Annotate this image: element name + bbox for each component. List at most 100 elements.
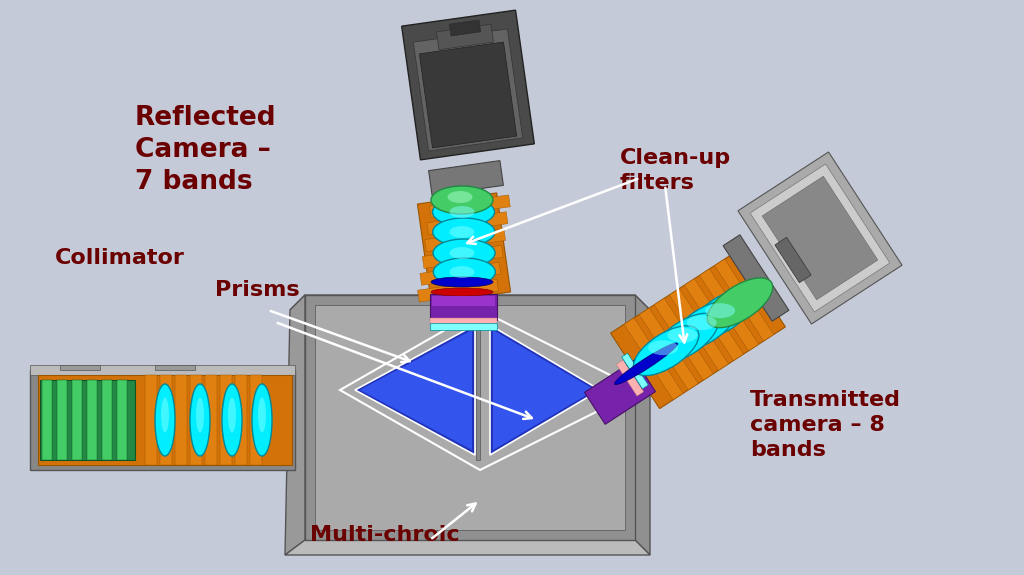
Polygon shape xyxy=(430,318,497,325)
Polygon shape xyxy=(60,365,100,370)
Polygon shape xyxy=(401,10,535,160)
Ellipse shape xyxy=(648,340,678,355)
Polygon shape xyxy=(72,380,82,460)
Polygon shape xyxy=(429,160,504,196)
Polygon shape xyxy=(87,380,97,460)
Polygon shape xyxy=(775,237,811,283)
Ellipse shape xyxy=(687,315,717,330)
Ellipse shape xyxy=(433,218,495,246)
Ellipse shape xyxy=(450,206,474,218)
Ellipse shape xyxy=(433,258,496,286)
Polygon shape xyxy=(220,375,232,465)
Ellipse shape xyxy=(706,303,735,318)
Polygon shape xyxy=(290,295,650,310)
Polygon shape xyxy=(38,375,292,465)
Polygon shape xyxy=(360,330,472,450)
Polygon shape xyxy=(476,322,480,460)
Polygon shape xyxy=(715,259,774,341)
Polygon shape xyxy=(414,29,522,151)
Ellipse shape xyxy=(252,384,272,456)
Polygon shape xyxy=(493,330,595,450)
Text: Multi-chroic: Multi-chroic xyxy=(310,525,460,545)
Ellipse shape xyxy=(690,289,756,339)
Polygon shape xyxy=(430,323,497,330)
Polygon shape xyxy=(40,380,135,460)
Polygon shape xyxy=(418,279,499,302)
Text: Reflected
Camera –
7 bands: Reflected Camera – 7 bands xyxy=(135,105,276,195)
Polygon shape xyxy=(355,325,475,455)
Polygon shape xyxy=(429,195,510,218)
Polygon shape xyxy=(419,42,517,148)
Polygon shape xyxy=(450,20,480,36)
Polygon shape xyxy=(490,325,600,455)
Polygon shape xyxy=(42,380,52,460)
Polygon shape xyxy=(762,176,878,300)
Ellipse shape xyxy=(258,397,266,432)
Polygon shape xyxy=(610,251,785,409)
Ellipse shape xyxy=(634,326,699,375)
Polygon shape xyxy=(624,318,683,400)
Ellipse shape xyxy=(708,278,773,328)
Ellipse shape xyxy=(447,191,472,203)
Ellipse shape xyxy=(672,301,737,351)
Polygon shape xyxy=(160,375,172,465)
Ellipse shape xyxy=(652,313,718,363)
Ellipse shape xyxy=(431,288,493,296)
Polygon shape xyxy=(205,375,217,465)
Ellipse shape xyxy=(432,198,495,226)
Polygon shape xyxy=(639,308,698,390)
Polygon shape xyxy=(285,540,650,555)
Polygon shape xyxy=(622,353,648,389)
Polygon shape xyxy=(155,365,195,370)
Ellipse shape xyxy=(228,397,236,432)
Polygon shape xyxy=(145,375,157,465)
Polygon shape xyxy=(102,380,112,460)
Polygon shape xyxy=(635,295,650,555)
Text: Prisms: Prisms xyxy=(215,280,300,300)
Polygon shape xyxy=(684,279,743,361)
Ellipse shape xyxy=(433,239,495,267)
Polygon shape xyxy=(57,380,67,460)
Polygon shape xyxy=(285,295,305,555)
Text: Clean-up
filters: Clean-up filters xyxy=(620,148,731,193)
Polygon shape xyxy=(305,295,635,540)
Polygon shape xyxy=(723,235,788,321)
Polygon shape xyxy=(432,296,495,306)
Polygon shape xyxy=(30,370,295,470)
Polygon shape xyxy=(654,298,714,380)
Ellipse shape xyxy=(668,328,697,343)
Polygon shape xyxy=(117,380,127,460)
Ellipse shape xyxy=(155,384,175,456)
Ellipse shape xyxy=(614,343,678,385)
Polygon shape xyxy=(425,229,506,252)
Polygon shape xyxy=(585,360,655,424)
Polygon shape xyxy=(616,360,644,396)
Polygon shape xyxy=(738,152,902,324)
Polygon shape xyxy=(422,246,503,269)
Ellipse shape xyxy=(450,247,474,259)
Polygon shape xyxy=(234,375,247,465)
Ellipse shape xyxy=(196,397,204,432)
Polygon shape xyxy=(420,262,501,285)
Ellipse shape xyxy=(431,186,493,214)
Text: Transmitted
camera – 8
bands: Transmitted camera – 8 bands xyxy=(750,390,901,459)
Ellipse shape xyxy=(161,397,169,432)
Ellipse shape xyxy=(450,226,474,238)
Ellipse shape xyxy=(190,384,210,456)
Ellipse shape xyxy=(450,266,474,278)
Text: Collimator: Collimator xyxy=(55,248,185,268)
Polygon shape xyxy=(190,375,202,465)
Ellipse shape xyxy=(222,384,242,456)
Polygon shape xyxy=(427,212,508,235)
Polygon shape xyxy=(30,365,295,375)
Polygon shape xyxy=(751,164,890,312)
Polygon shape xyxy=(315,305,625,530)
Polygon shape xyxy=(250,375,262,465)
Polygon shape xyxy=(699,269,759,351)
Polygon shape xyxy=(418,193,511,303)
Ellipse shape xyxy=(431,277,493,287)
Polygon shape xyxy=(670,289,728,370)
Polygon shape xyxy=(175,375,187,465)
Polygon shape xyxy=(436,24,494,50)
Polygon shape xyxy=(430,294,497,320)
